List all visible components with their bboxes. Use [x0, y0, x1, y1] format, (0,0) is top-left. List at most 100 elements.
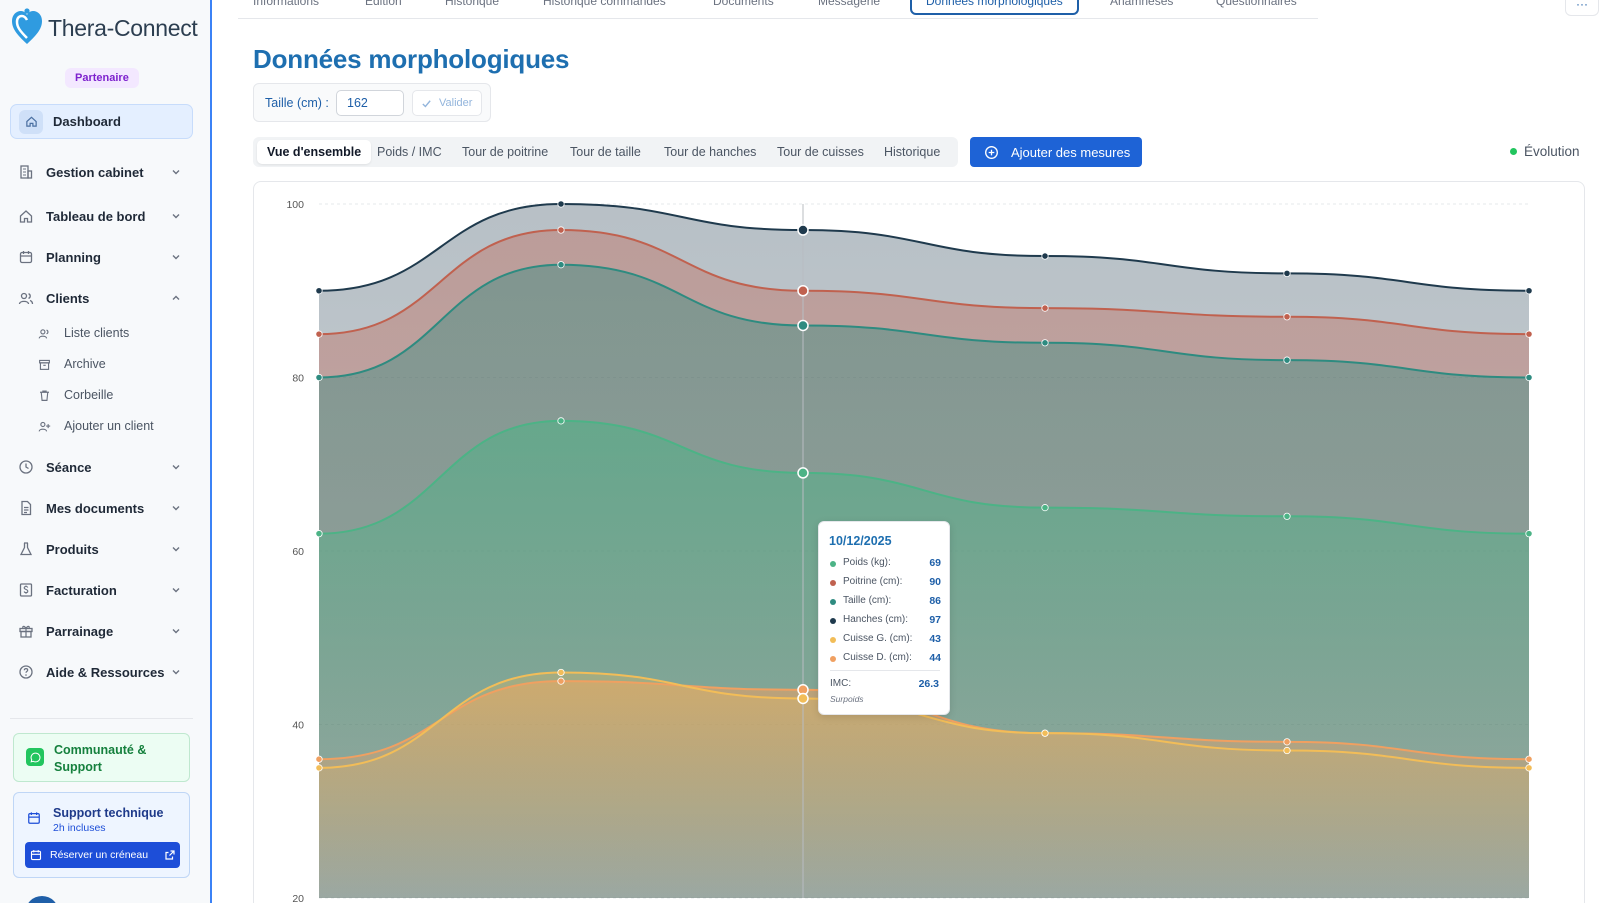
point-taille	[1525, 373, 1533, 382]
subtab-poids-imc[interactable]: Poids / IMC	[377, 145, 442, 159]
point-poids	[1525, 530, 1533, 538]
record-tabs: Informations Édition Historique Historiq…	[238, 0, 1318, 19]
subtab-vue-ensemble[interactable]: Vue d'ensemble	[257, 140, 372, 164]
y-tick-label: 100	[286, 199, 304, 211]
y-tick-label: 40	[292, 720, 304, 732]
sidebar-item-label: Facturation	[46, 582, 117, 598]
page-title: Données morphologiques	[253, 44, 570, 74]
sidebar-subitem-label: Archive	[64, 357, 106, 371]
chevron-down-icon	[172, 588, 180, 593]
sidebar-item-facturation[interactable]: Facturation	[18, 579, 188, 601]
home-icon	[19, 210, 33, 223]
chevron-down-icon	[172, 255, 180, 260]
status-dot	[1510, 148, 1517, 155]
line-hanches	[318, 202, 1530, 292]
imc-label: IMC:	[830, 678, 852, 689]
logo-text: Thera-Connect	[48, 14, 198, 41]
point-poids	[315, 530, 323, 538]
point-taille	[315, 373, 323, 382]
add-measures-button[interactable]: Ajouter des mesures	[970, 137, 1142, 167]
validate-button[interactable]: Valider	[412, 90, 482, 116]
point-hanches	[797, 224, 809, 236]
calendar-icon	[19, 251, 33, 264]
tab-historique[interactable]: Historique	[445, 0, 500, 8]
sidebar-item-label: Planning	[46, 249, 101, 265]
heart-logo-icon	[12, 8, 42, 44]
sidebar-subitem-corbeille[interactable]: Corbeille	[38, 385, 113, 405]
whatsapp-icon	[26, 748, 44, 766]
sidebar-subitem-label: Liste clients	[64, 326, 130, 340]
tooltip-row: Hanches (cm): 97	[830, 614, 941, 628]
tooltip-row: Cuisse D. (cm): 44	[830, 652, 941, 666]
dollar-icon	[19, 583, 33, 597]
sidebar-item-planning[interactable]: Planning	[18, 246, 188, 268]
tooltip-row: Cuisse G. (cm): 43	[830, 633, 941, 647]
sidebar: Thera-Connect Partenaire Dashboard Gesti…	[0, 0, 212, 903]
book-slot-button[interactable]: Réserver un créneau	[25, 842, 180, 868]
tab-anamneses[interactable]: Anamnèses	[1110, 0, 1174, 8]
height-input[interactable]: 162	[336, 90, 404, 116]
point-cuisse_d	[315, 755, 323, 763]
legend-dot	[830, 656, 836, 662]
more-options-button[interactable]: ···	[1565, 0, 1599, 16]
legend-dot	[830, 618, 836, 624]
sidebar-item-dashboard[interactable]: Dashboard	[10, 104, 193, 139]
sidebar-item-gestion-cabinet[interactable]: Gestion cabinet	[18, 161, 188, 183]
sidebar-item-produits[interactable]: Produits	[18, 538, 188, 560]
tab-informations[interactable]: Informations	[253, 0, 320, 8]
check-icon	[422, 99, 431, 107]
tooltip-value: 90	[929, 576, 941, 588]
plus-circle-icon	[985, 145, 998, 159]
point-cuisse_g	[1525, 764, 1533, 772]
line-poitrine	[318, 229, 1530, 336]
tooltip-value: 97	[929, 614, 941, 626]
sidebar-subitem-archive[interactable]: Archive	[38, 354, 106, 374]
chevron-down-icon	[172, 465, 180, 470]
external-link-icon	[165, 850, 175, 860]
evolution-label: Évolution	[1524, 144, 1580, 159]
sidebar-item-clients[interactable]: Clients	[18, 287, 188, 309]
sidebar-item-label: Produits	[46, 541, 99, 557]
users-icon	[18, 292, 34, 305]
sidebar-subitem-label: Corbeille	[64, 388, 114, 402]
tooltip-value: 86	[929, 595, 941, 607]
tab-donnees-morphologiques[interactable]: Données morphologiques	[910, 0, 1079, 15]
tab-edition[interactable]: Édition	[365, 0, 402, 8]
tab-questionnaires[interactable]: Questionnaires	[1216, 0, 1297, 8]
sidebar-item-mes-documents[interactable]: Mes documents	[18, 497, 188, 519]
point-poitrine	[1525, 330, 1533, 338]
point-cuisse_g	[1283, 746, 1291, 755]
tooltip-value: 69	[929, 557, 941, 569]
height-label: Taille (cm) :	[265, 96, 329, 110]
sidebar-item-seance[interactable]: Séance	[18, 456, 188, 478]
sidebar-item-label: Séance	[46, 459, 92, 475]
chevron-up-icon	[172, 295, 180, 300]
user-plus-icon	[38, 421, 51, 432]
avatar[interactable]	[25, 896, 59, 903]
calendar-icon	[30, 850, 42, 861]
sidebar-subitem-liste-clients[interactable]: Liste clients	[38, 323, 129, 343]
partner-badge: Partenaire	[65, 68, 139, 88]
sidebar-item-tableau-de-bord[interactable]: Tableau de bord	[18, 205, 188, 227]
tab-documents[interactable]: Documents	[713, 0, 774, 8]
sidebar-item-parrainage[interactable]: Parrainage	[18, 620, 188, 642]
archive-icon	[39, 359, 50, 370]
y-tick-label: 80	[292, 373, 304, 385]
subtab-tour-cuisses[interactable]: Tour de cuisses	[777, 145, 864, 159]
logo[interactable]: Thera-Connect	[10, 8, 198, 48]
sidebar-item-aide-ressources[interactable]: Aide & Ressources	[18, 661, 188, 683]
point-cuisse_g	[1041, 729, 1049, 737]
tooltip-row: Taille (cm): 86	[830, 595, 941, 609]
home-icon	[19, 109, 43, 134]
sidebar-subitem-ajouter-client[interactable]: Ajouter un client	[38, 416, 154, 436]
y-tick-label: 60	[292, 546, 304, 558]
tab-historique-commandes[interactable]: Historique commandes	[543, 0, 666, 8]
tab-messagerie[interactable]: Messagerie	[818, 0, 881, 8]
subtab-tour-hanches[interactable]: Tour de hanches	[664, 145, 757, 159]
subtab-historique[interactable]: Historique	[884, 145, 941, 159]
add-measures-label: Ajouter des mesures	[1011, 144, 1131, 160]
subtab-tour-poitrine[interactable]: Tour de poitrine	[462, 145, 549, 159]
chevron-down-icon	[172, 170, 180, 175]
community-support-card[interactable]: Communauté & Support	[13, 733, 190, 782]
subtab-tour-taille[interactable]: Tour de taille	[570, 145, 641, 159]
